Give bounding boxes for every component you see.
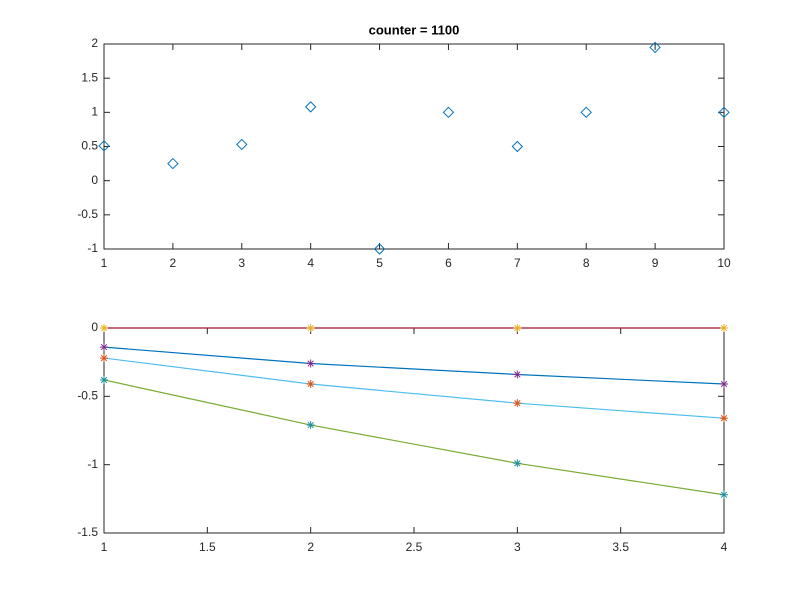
diamond-marker bbox=[373, 243, 386, 255]
y-tick-label: 1.5 bbox=[81, 70, 98, 84]
y-tick-label: -0.5 bbox=[77, 389, 98, 403]
x-tick-label: 3 bbox=[514, 540, 521, 554]
y-tick-label: 2 bbox=[91, 36, 98, 50]
diamond-marker bbox=[442, 106, 455, 119]
diamond-marker bbox=[98, 140, 110, 152]
diamond-marker bbox=[718, 106, 730, 119]
star-marker bbox=[513, 324, 522, 332]
star-marker bbox=[100, 324, 108, 332]
x-tick-label: 1.5 bbox=[199, 540, 216, 554]
star-marker bbox=[513, 370, 522, 379]
x-tick-label: 5 bbox=[376, 256, 383, 270]
diamond-marker bbox=[236, 138, 248, 151]
star-marker bbox=[720, 380, 728, 389]
star-marker bbox=[306, 359, 315, 368]
x-tick-label: 1 bbox=[101, 540, 108, 554]
series-line bbox=[103, 357, 725, 419]
star-marker bbox=[100, 354, 108, 363]
y-tick-label: 0.5 bbox=[81, 139, 98, 153]
diamond-marker bbox=[167, 157, 179, 170]
y-tick-label: 1 bbox=[91, 105, 98, 119]
x-tick-label: 2.5 bbox=[406, 540, 423, 554]
x-tick-label: 2 bbox=[170, 256, 177, 270]
x-tick-label: 1 bbox=[101, 256, 108, 270]
chart-title: counter = 1100 bbox=[369, 22, 460, 37]
y-tick-label: 0 bbox=[91, 320, 98, 334]
x-tick-label: 8 bbox=[583, 256, 590, 270]
x-tick-label: 2 bbox=[307, 540, 314, 554]
x-tick-label: 10 bbox=[717, 256, 731, 270]
star-marker bbox=[720, 324, 728, 332]
x-tick-label: 9 bbox=[652, 256, 659, 270]
x-tick-label: 3.5 bbox=[612, 540, 629, 554]
star-marker bbox=[720, 414, 728, 423]
y-tick-label: -0.5 bbox=[77, 207, 98, 221]
x-tick-label: 7 bbox=[514, 256, 521, 270]
star-marker bbox=[513, 399, 522, 408]
y-tick-label: -1 bbox=[87, 457, 98, 471]
star-marker bbox=[306, 324, 315, 332]
diamond-marker bbox=[511, 140, 524, 153]
y-tick-label: -1 bbox=[87, 241, 98, 255]
star-marker bbox=[100, 343, 108, 352]
star-marker bbox=[306, 380, 315, 389]
star-marker bbox=[306, 421, 315, 430]
y-tick-label: 0 bbox=[91, 173, 98, 187]
x-tick-label: 3 bbox=[238, 256, 245, 270]
star-marker bbox=[100, 375, 108, 384]
x-tick-label: 4 bbox=[307, 256, 314, 270]
series-line bbox=[103, 379, 725, 496]
x-tick-label: 6 bbox=[445, 256, 452, 270]
star-marker bbox=[513, 459, 522, 468]
x-tick-label: 4 bbox=[721, 540, 728, 554]
diamond-marker bbox=[649, 41, 661, 54]
diamond-marker bbox=[304, 101, 317, 113]
star-marker bbox=[720, 490, 728, 499]
diamond-marker bbox=[580, 106, 592, 119]
series-line bbox=[103, 346, 725, 385]
y-tick-label: -1.5 bbox=[77, 525, 98, 539]
